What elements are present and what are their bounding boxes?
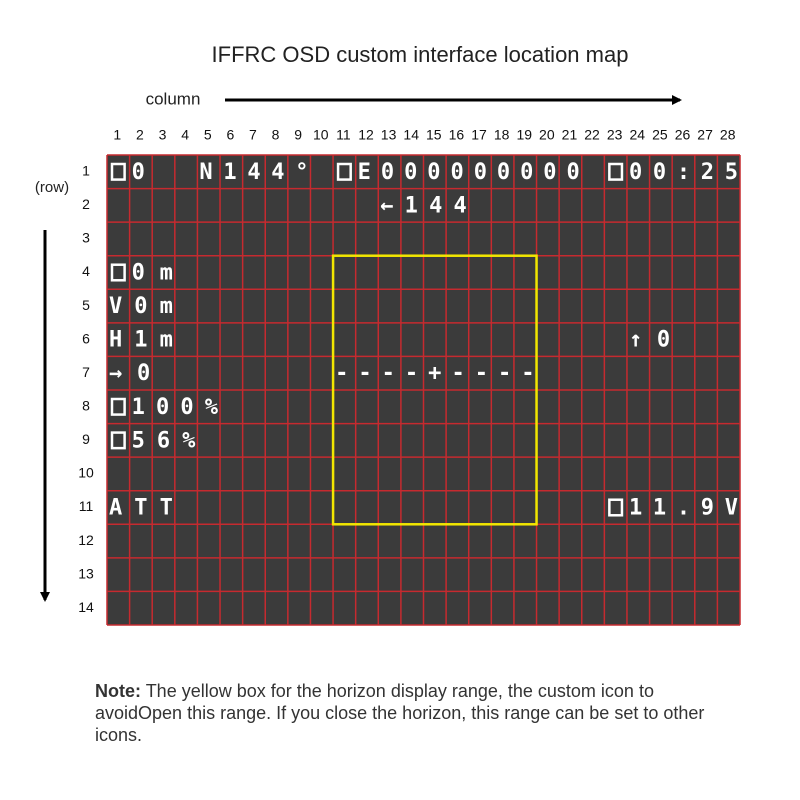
column-number: 21 xyxy=(562,127,578,143)
column-number: 24 xyxy=(629,127,645,143)
column-number: 6 xyxy=(226,127,234,143)
osd-icon xyxy=(110,162,126,181)
osd-item: H1m xyxy=(109,328,173,353)
column-number: 19 xyxy=(516,127,532,143)
column-number: 12 xyxy=(358,127,374,143)
column-number: 10 xyxy=(313,127,329,143)
column-number: 8 xyxy=(272,127,280,143)
row-number: 11 xyxy=(79,498,94,514)
row-number: 14 xyxy=(78,599,94,615)
column-number: 7 xyxy=(249,127,257,143)
osd-icon xyxy=(110,397,126,416)
column-number: 18 xyxy=(494,127,510,143)
row-number: 1 xyxy=(82,162,90,178)
row-number: 12 xyxy=(78,532,94,548)
column-number: 9 xyxy=(294,127,302,143)
column-number: 15 xyxy=(426,127,442,143)
row-number: 3 xyxy=(82,230,90,246)
note-label: Note: xyxy=(95,681,141,701)
osd-icon xyxy=(608,498,624,517)
osd-item: V0m xyxy=(109,294,173,319)
column-number: 5 xyxy=(204,127,212,143)
row-number: 2 xyxy=(82,196,90,212)
column-number: 23 xyxy=(607,127,623,143)
osd-item: 56% xyxy=(132,428,197,453)
column-number: 2 xyxy=(136,127,144,143)
column-number: 1 xyxy=(113,127,121,143)
column-number: 4 xyxy=(181,127,189,143)
row-label: (row) xyxy=(35,179,69,196)
column-number: 3 xyxy=(159,127,167,143)
column-label: column xyxy=(146,89,201,108)
column-number: 17 xyxy=(471,127,487,143)
column-number: 28 xyxy=(720,127,736,143)
title: IFFRC OSD custom interface location map xyxy=(212,42,629,67)
osd-icon xyxy=(608,162,624,181)
column-number: 22 xyxy=(584,127,600,143)
column-number: 16 xyxy=(449,127,465,143)
osd-map: IFFRC OSD custom interface location map … xyxy=(35,42,741,626)
column-number: 13 xyxy=(381,127,397,143)
note: Note: The yellow box for the horizon dis… xyxy=(95,680,745,746)
row-number: 5 xyxy=(82,297,90,313)
column-number: 20 xyxy=(539,127,555,143)
note-text: The yellow box for the horizon display r… xyxy=(95,681,705,745)
row-number: 10 xyxy=(78,465,94,481)
column-number: 26 xyxy=(675,127,691,143)
osd-item: ----+---- xyxy=(335,361,534,386)
osd-item: 0 xyxy=(132,160,145,185)
column-number: 25 xyxy=(652,127,668,143)
row-number: 8 xyxy=(82,397,90,413)
osd-icon xyxy=(110,263,126,282)
osd-icon xyxy=(110,431,126,450)
osd-item: ATT xyxy=(109,496,173,521)
row-number: 13 xyxy=(78,565,94,581)
horizon-box xyxy=(331,254,538,526)
row-number: 4 xyxy=(82,263,90,279)
row-number: 7 xyxy=(82,364,90,380)
column-number: 27 xyxy=(697,127,713,143)
row-number: 6 xyxy=(82,330,90,346)
osd-icon xyxy=(336,162,352,181)
column-number: 11 xyxy=(336,127,351,143)
column-number: 14 xyxy=(403,127,419,143)
row-number: 9 xyxy=(82,431,90,447)
